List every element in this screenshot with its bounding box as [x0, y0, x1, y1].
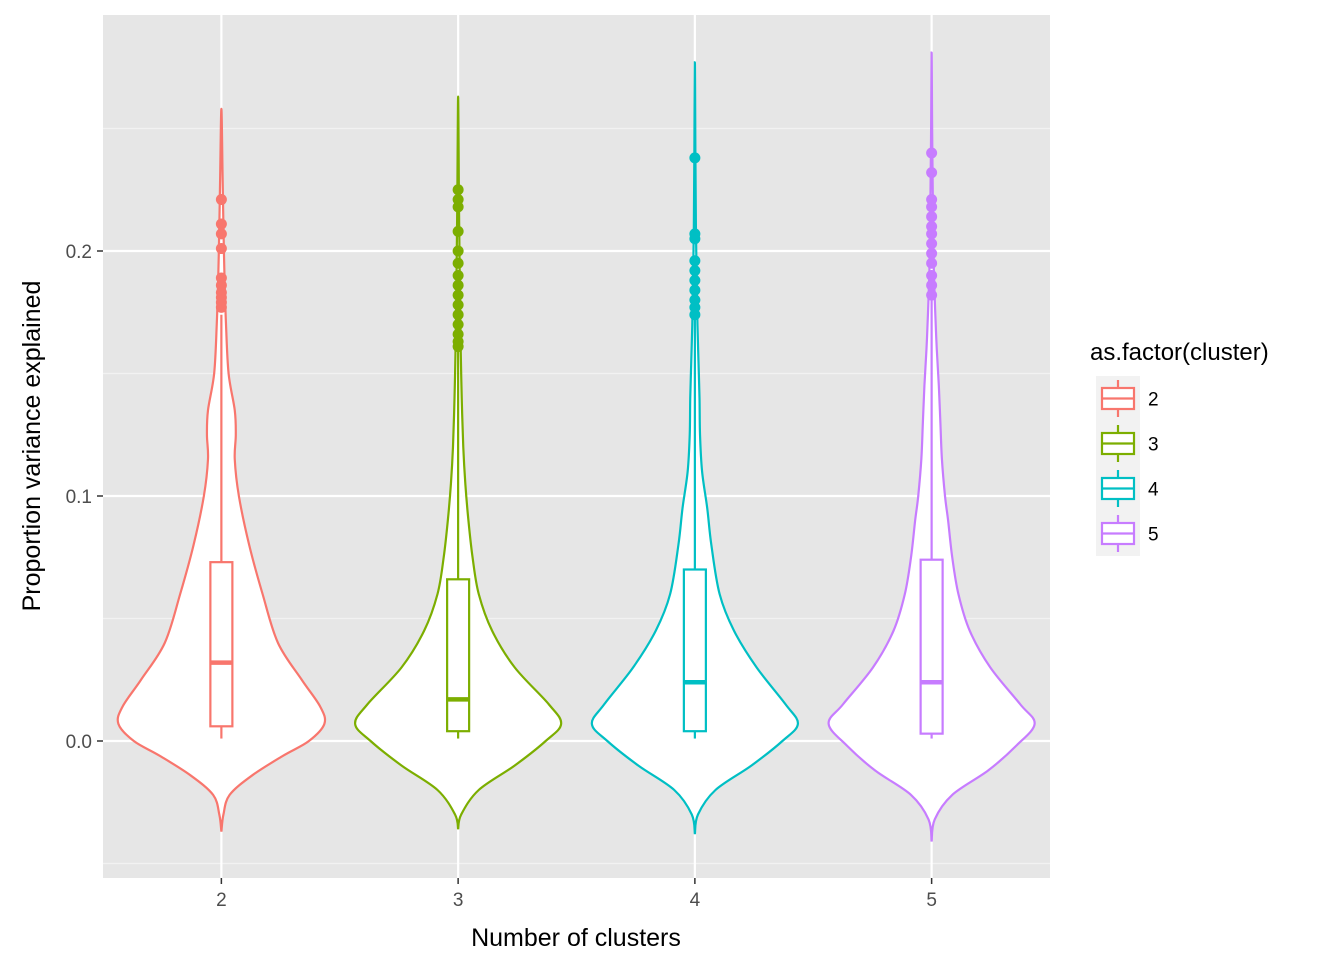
- outlier-point: [452, 245, 464, 257]
- violin-group-4: [590, 61, 799, 835]
- outlier-point: [452, 270, 464, 281]
- outlier-point: [926, 270, 938, 281]
- legend: as.factor(cluster) 2 3 4 5: [1090, 339, 1269, 556]
- outlier-point: [926, 221, 938, 232]
- box-2: [209, 561, 234, 728]
- outlier-point: [452, 279, 464, 291]
- legend-key-2: 2: [1096, 376, 1159, 421]
- outlier-point: [215, 243, 227, 255]
- y-tick-label: 0.2: [66, 242, 92, 263]
- outlier-point: [689, 294, 701, 306]
- y-tick-label: 0.0: [66, 732, 92, 753]
- outlier-point: [452, 194, 464, 206]
- outlier-point: [689, 265, 701, 277]
- x-tick-label: 5: [926, 890, 937, 911]
- outlier-point: [926, 279, 938, 291]
- y-axis-title: Proportion variance explained: [18, 281, 46, 612]
- outlier-point: [452, 289, 464, 301]
- outlier-point: [452, 225, 464, 237]
- outlier-point: [926, 194, 938, 206]
- legend-label: 5: [1148, 525, 1159, 546]
- legend-label: 2: [1148, 390, 1159, 411]
- legend-title: as.factor(cluster): [1090, 339, 1269, 366]
- box-4: [682, 568, 707, 733]
- box-3: [446, 578, 471, 733]
- y-tick-label: 0.1: [66, 487, 92, 508]
- outlier-point: [452, 328, 464, 340]
- x-axis-title: Number of clusters: [471, 924, 681, 952]
- box-5: [919, 558, 944, 735]
- outlier-point: [215, 194, 227, 206]
- outlier-point: [452, 184, 464, 196]
- outlier-point: [215, 218, 227, 230]
- x-tick-label: 4: [690, 890, 701, 911]
- outlier-point: [452, 299, 464, 311]
- outlier-point: [452, 319, 464, 330]
- outlier-point: [926, 147, 938, 159]
- legend-key-3: 3: [1096, 421, 1159, 466]
- outlier-point: [926, 211, 938, 223]
- outlier-point: [689, 255, 701, 267]
- y-axis: 0.0 0.1 0.2: [66, 242, 103, 753]
- outlier-point: [689, 228, 701, 240]
- outlier-point: [926, 289, 938, 301]
- outlier-point: [215, 272, 227, 284]
- legend-key-4: 4: [1096, 466, 1159, 511]
- outlier-point: [926, 257, 938, 269]
- outlier-point: [689, 152, 701, 164]
- outlier-point: [452, 257, 464, 269]
- outlier-point: [452, 309, 464, 321]
- outlier-point: [215, 228, 227, 240]
- outlier-point: [926, 247, 938, 259]
- x-axis: 2 3 4 5: [216, 878, 937, 911]
- legend-label: 4: [1148, 480, 1159, 501]
- outlier-point: [689, 284, 701, 296]
- violin-group-3: [354, 95, 563, 830]
- outlier-point: [926, 167, 938, 179]
- violin-group-2: [116, 107, 327, 832]
- legend-key-5: 5: [1096, 511, 1159, 556]
- violin-group-5: [827, 51, 1036, 842]
- outlier-point: [689, 274, 701, 286]
- x-tick-label: 3: [453, 890, 464, 911]
- violins: [116, 51, 1036, 842]
- outlier-point: [926, 238, 938, 250]
- legend-label: 3: [1148, 435, 1159, 456]
- x-tick-label: 2: [216, 890, 227, 911]
